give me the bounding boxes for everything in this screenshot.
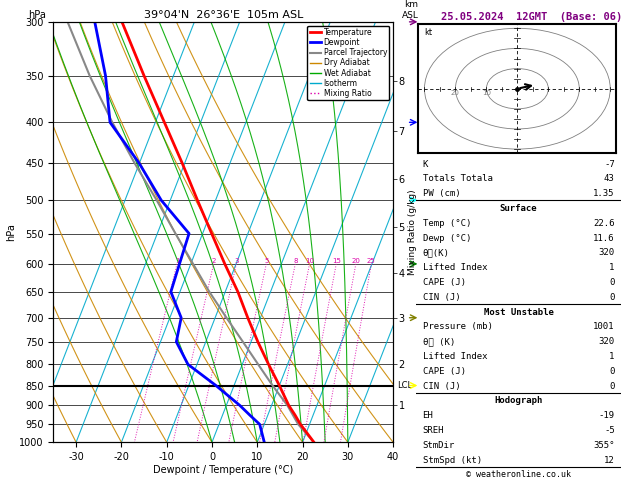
Text: Lifted Index: Lifted Index xyxy=(423,263,487,272)
Text: 8: 8 xyxy=(293,258,298,264)
Text: 11.6: 11.6 xyxy=(593,234,615,243)
Text: 25.05.2024  12GMT  (Base: 06): 25.05.2024 12GMT (Base: 06) xyxy=(441,12,622,22)
Text: 0: 0 xyxy=(610,293,615,302)
Text: 3: 3 xyxy=(234,258,238,264)
Text: -19: -19 xyxy=(599,411,615,420)
Text: -5: -5 xyxy=(604,426,615,435)
X-axis label: Dewpoint / Temperature (°C): Dewpoint / Temperature (°C) xyxy=(153,465,293,475)
Text: K: K xyxy=(423,160,428,169)
Text: PW (cm): PW (cm) xyxy=(423,189,460,198)
Text: 20: 20 xyxy=(451,90,460,96)
Text: Most Unstable: Most Unstable xyxy=(484,308,554,317)
Title: 39°04'N  26°36'E  105m ASL: 39°04'N 26°36'E 105m ASL xyxy=(143,10,303,20)
Text: 320: 320 xyxy=(599,248,615,258)
Text: 1.35: 1.35 xyxy=(593,189,615,198)
Text: 0: 0 xyxy=(610,367,615,376)
Text: EH: EH xyxy=(423,411,433,420)
Text: CIN (J): CIN (J) xyxy=(423,293,460,302)
Y-axis label: Mixing Ratio (g/kg): Mixing Ratio (g/kg) xyxy=(408,189,416,275)
Text: 43: 43 xyxy=(604,174,615,184)
Text: 20: 20 xyxy=(352,258,360,264)
Text: 0: 0 xyxy=(610,382,615,391)
Text: 2: 2 xyxy=(211,258,216,264)
Text: CIN (J): CIN (J) xyxy=(423,382,460,391)
Text: Temp (°C): Temp (°C) xyxy=(423,219,471,228)
Y-axis label: hPa: hPa xyxy=(6,223,16,241)
Text: Pressure (mb): Pressure (mb) xyxy=(423,322,493,331)
Text: 15: 15 xyxy=(332,258,341,264)
Text: SREH: SREH xyxy=(423,426,444,435)
Text: kt: kt xyxy=(425,28,433,37)
Text: θᴇ (K): θᴇ (K) xyxy=(423,337,455,346)
Text: 1: 1 xyxy=(610,352,615,361)
Text: -7: -7 xyxy=(604,160,615,169)
Text: 10: 10 xyxy=(305,258,314,264)
Text: 1: 1 xyxy=(610,263,615,272)
Text: Lifted Index: Lifted Index xyxy=(423,352,487,361)
Text: CAPE (J): CAPE (J) xyxy=(423,367,465,376)
Text: 0: 0 xyxy=(610,278,615,287)
Text: Surface: Surface xyxy=(500,204,537,213)
Text: 12: 12 xyxy=(604,455,615,465)
Text: θᴇ(K): θᴇ(K) xyxy=(423,248,449,258)
Text: 10: 10 xyxy=(482,90,491,96)
Text: Dewp (°C): Dewp (°C) xyxy=(423,234,471,243)
Text: Hodograph: Hodograph xyxy=(494,397,543,405)
Text: 5: 5 xyxy=(264,258,269,264)
Text: CAPE (J): CAPE (J) xyxy=(423,278,465,287)
Text: Totals Totala: Totals Totala xyxy=(423,174,493,184)
Text: LCL: LCL xyxy=(397,381,412,390)
Text: 25: 25 xyxy=(367,258,376,264)
Text: km
ASL: km ASL xyxy=(402,0,418,20)
Text: 1001: 1001 xyxy=(593,322,615,331)
Legend: Temperature, Dewpoint, Parcel Trajectory, Dry Adiabat, Wet Adiabat, Isotherm, Mi: Temperature, Dewpoint, Parcel Trajectory… xyxy=(308,26,389,100)
Text: StmSpd (kt): StmSpd (kt) xyxy=(423,455,482,465)
Text: 22.6: 22.6 xyxy=(593,219,615,228)
Text: 320: 320 xyxy=(599,337,615,346)
Text: StmDir: StmDir xyxy=(423,441,455,450)
Text: © weatheronline.co.uk: © weatheronline.co.uk xyxy=(466,470,571,479)
Text: hPa: hPa xyxy=(28,10,46,20)
Text: 355°: 355° xyxy=(593,441,615,450)
Text: 1: 1 xyxy=(175,258,179,264)
